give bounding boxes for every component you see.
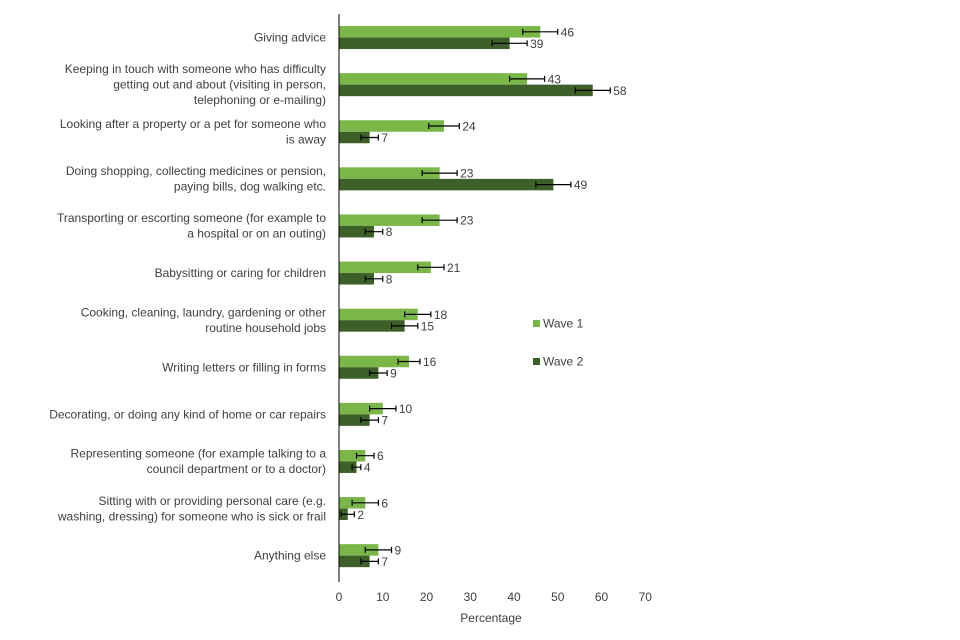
x-tick-label: 10 — [376, 590, 390, 604]
category-label: Doing shopping, collecting medicines or … — [66, 164, 326, 194]
bar-wave-2 — [339, 178, 554, 191]
category-label-line: Transporting or escorting someone (for e… — [57, 211, 326, 225]
bar-wave-1 — [339, 26, 541, 38]
category-label-line: telephoning or e-mailing) — [194, 93, 326, 107]
category-label: Transporting or escorting someone (for e… — [57, 211, 326, 241]
category-label-line: a hospital or on an outing) — [187, 227, 326, 241]
category-label: Writing letters or filling in forms — [162, 360, 326, 374]
data-label: 10 — [399, 402, 413, 416]
category-labels: Giving advice Keeping in touch with someo… — [49, 31, 326, 563]
data-label: 46 — [561, 25, 575, 39]
legend-swatch — [533, 358, 540, 365]
bar-wave-2 — [339, 320, 405, 332]
bar-wave-1 — [339, 402, 383, 415]
x-tick-label: 50 — [551, 590, 565, 604]
bar-wave-1 — [339, 544, 379, 556]
x-tick-label: 60 — [595, 590, 609, 604]
category-label-line: Giving advice — [254, 31, 326, 45]
data-label: 7 — [381, 131, 388, 145]
category-label: Looking after a property or a pet for so… — [60, 117, 326, 147]
bar-wave-1 — [339, 120, 444, 132]
category-label: Sitting with or providing personal care … — [57, 494, 326, 524]
data-label: 6 — [377, 449, 384, 463]
category-label-line: Cooking, cleaning, laundry, gardening or… — [81, 305, 326, 319]
legend: Wave 1 Wave 2 — [533, 317, 584, 369]
legend-swatch — [533, 320, 540, 327]
bar-wave-2 — [339, 273, 374, 285]
bar-wave-1 — [339, 308, 418, 321]
x-axis: 0 10 20 30 40 50 60 70 — [336, 14, 653, 604]
bar-wave-1 — [339, 355, 409, 368]
category-label-line: Doing shopping, collecting medicines or … — [66, 164, 326, 178]
bar-wave-2 — [339, 555, 370, 568]
data-label: 4 — [364, 461, 371, 475]
bar-wave-2 — [339, 131, 370, 144]
category-label: Giving advice — [254, 31, 326, 45]
x-tick-label: 20 — [420, 590, 434, 604]
data-label: 58 — [613, 84, 627, 98]
category-label-line: getting out and about (visiting in perso… — [113, 78, 326, 92]
legend-label: Wave 1 — [543, 317, 584, 331]
data-label: 24 — [462, 120, 476, 134]
bar-wave-1 — [339, 261, 431, 274]
category-label-line: Sitting with or providing personal care … — [99, 494, 326, 508]
bar-wave-2 — [339, 84, 593, 97]
data-label: 43 — [548, 72, 562, 86]
bar-wave-2 — [339, 367, 379, 379]
category-label: Anything else — [254, 549, 326, 563]
category-label-line: Representing someone (for example talkin… — [71, 447, 327, 461]
data-label: 23 — [460, 214, 474, 228]
bar-wave-2 — [339, 414, 370, 426]
data-label: 7 — [381, 555, 388, 569]
data-label: 8 — [386, 272, 393, 286]
data-label: 23 — [460, 167, 474, 181]
bar-wave-2 — [339, 225, 374, 238]
category-label-line: paying bills, dog walking etc. — [174, 180, 326, 194]
category-label-line: Writing letters or filling in forms — [162, 360, 326, 374]
bar-wave-1 — [339, 214, 440, 226]
category-label-line: Anything else — [254, 549, 326, 563]
category-label-line: Looking after a property or a pet for so… — [60, 117, 326, 131]
data-label: 49 — [574, 178, 588, 192]
category-label-line: Babysitting or caring for children — [155, 266, 326, 280]
data-label: 15 — [421, 319, 435, 333]
data-label: 6 — [381, 496, 388, 510]
category-label-line: Decorating, or doing any kind of home or… — [49, 407, 326, 421]
category-label: Representing someone (for example talkin… — [71, 447, 327, 477]
category-label: Keeping in touch with someone who has di… — [65, 62, 326, 107]
data-label: 18 — [434, 308, 448, 322]
bar-wave-1 — [339, 449, 366, 462]
legend-label: Wave 2 — [543, 355, 584, 369]
data-label: 7 — [381, 414, 388, 428]
x-tick-label: 30 — [464, 590, 478, 604]
category-label-line: council department or to a doctor) — [147, 462, 326, 476]
data-label: 9 — [395, 543, 402, 557]
data-label: 39 — [530, 37, 544, 51]
data-label: 21 — [447, 261, 461, 275]
x-axis-label: Percentage — [460, 611, 522, 625]
data-label: 2 — [357, 508, 364, 522]
bar-wave-2 — [339, 461, 357, 473]
category-label: Babysitting or caring for children — [155, 266, 326, 280]
x-tick-label: 0 — [336, 590, 343, 604]
category-label-line: Keeping in touch with someone who has di… — [65, 62, 326, 76]
bar-wave-1 — [339, 73, 528, 85]
category-label: Decorating, or doing any kind of home or… — [49, 407, 326, 421]
category-label-line: is away — [286, 133, 326, 147]
data-label: 8 — [386, 225, 393, 239]
data-label: 9 — [390, 367, 397, 381]
category-label-line: washing, dressing) for someone who is si… — [57, 509, 326, 523]
bar-wave-1 — [339, 167, 440, 179]
x-tick-label: 40 — [507, 590, 521, 604]
category-label-line: routine household jobs — [205, 321, 326, 335]
bar-wave-2 — [339, 37, 510, 50]
x-tick-label: 70 — [639, 590, 653, 604]
category-label: Cooking, cleaning, laundry, gardening or… — [81, 305, 326, 335]
data-label: 16 — [423, 355, 437, 369]
